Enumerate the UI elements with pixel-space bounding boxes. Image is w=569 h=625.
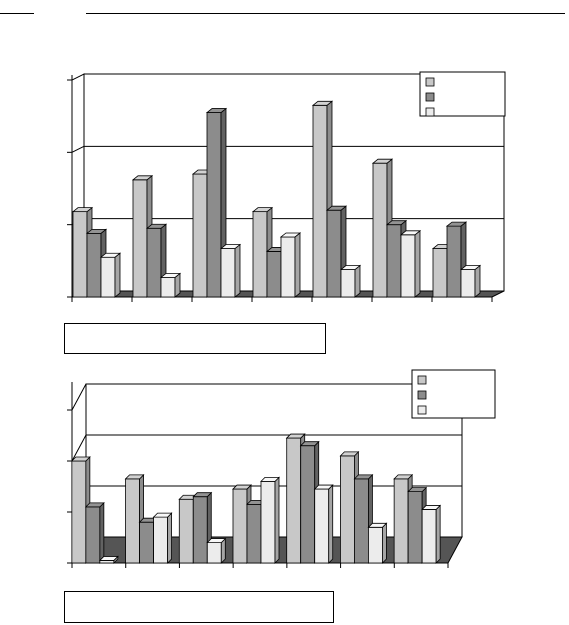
chart-1 bbox=[67, 71, 506, 302]
bar bbox=[339, 264, 362, 298]
bar bbox=[152, 512, 173, 564]
legend-key bbox=[425, 77, 435, 87]
legend-key bbox=[417, 390, 427, 400]
gridline-side bbox=[71, 145, 85, 153]
legend-key bbox=[417, 375, 427, 385]
gridline-side bbox=[71, 434, 87, 462]
bar bbox=[421, 504, 442, 564]
legend bbox=[419, 71, 506, 117]
bar bbox=[99, 252, 122, 298]
bar bbox=[279, 232, 302, 298]
bar bbox=[206, 537, 227, 564]
bar bbox=[313, 484, 334, 564]
bar bbox=[367, 522, 388, 564]
legend-key bbox=[425, 92, 435, 102]
bar bbox=[459, 264, 482, 298]
chart-1-caption bbox=[64, 323, 326, 354]
bar bbox=[219, 243, 242, 298]
legend bbox=[411, 369, 496, 419]
legend-key bbox=[425, 107, 435, 117]
bar bbox=[98, 555, 119, 564]
bar bbox=[445, 221, 468, 298]
bar bbox=[260, 476, 280, 564]
bar bbox=[84, 501, 105, 564]
header-rule-left bbox=[0, 13, 34, 14]
header-rule bbox=[86, 13, 565, 14]
bar bbox=[159, 272, 182, 298]
legend-key bbox=[417, 405, 427, 415]
bar bbox=[399, 229, 422, 298]
chart-2-caption bbox=[64, 591, 334, 623]
